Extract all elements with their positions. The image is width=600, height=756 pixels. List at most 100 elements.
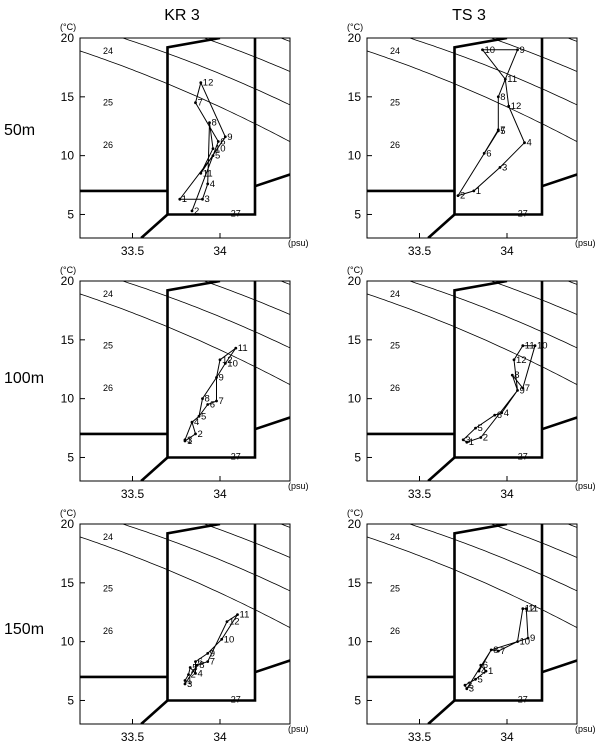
- density-contour-line: [80, 536, 290, 628]
- x-tick-label: 33.5: [408, 487, 432, 501]
- y-tick-label: 10: [348, 149, 362, 163]
- data-point-month-7: [496, 128, 500, 132]
- density-contour-line: [566, 524, 577, 528]
- panel-frame: [79, 523, 291, 725]
- column-title-kr3: KR 3: [164, 7, 200, 24]
- data-point-month-12: [521, 607, 525, 611]
- density-label: 26: [103, 626, 113, 636]
- density-label: 27: [231, 208, 241, 218]
- data-point-month-5: [197, 414, 201, 418]
- boundary-right-frame: [167, 281, 257, 459]
- data-point-month-7: [206, 660, 210, 663]
- boundary-left-upper: [453, 524, 508, 701]
- data-point-month-8: [496, 95, 500, 99]
- y-tick-label: 5: [354, 207, 361, 221]
- density-label: 25: [390, 98, 400, 108]
- data-point-label: 9: [219, 373, 224, 384]
- data-point-label: 10: [227, 358, 238, 369]
- data-point-label: 11: [238, 343, 248, 354]
- data-point-label: 10: [537, 341, 548, 352]
- data-point-month-9: [516, 48, 519, 52]
- data-point-label: 6: [483, 660, 488, 671]
- density-label: 27: [518, 694, 528, 704]
- panel-frame: [366, 523, 578, 725]
- boundary-lower-left: [427, 456, 456, 481]
- density-contour-line: [121, 524, 290, 592]
- x-axis-unit: (psu): [288, 724, 309, 734]
- y-axis-unit: (°C): [347, 508, 363, 518]
- density-contour-line: [80, 293, 290, 385]
- density-contour-line: [80, 50, 290, 142]
- x-axis-unit: (psu): [575, 238, 596, 248]
- data-point-label: 3: [205, 194, 210, 205]
- data-point-label: 2: [198, 429, 203, 440]
- data-point-month-1: [178, 197, 182, 201]
- y-tick-label: 10: [61, 149, 75, 163]
- x-tick-label: 33.5: [408, 244, 432, 258]
- y-tick-label: 5: [67, 450, 74, 464]
- data-point-month-7: [215, 399, 218, 403]
- data-point-month-8: [510, 373, 514, 377]
- data-point-label: 6: [198, 657, 203, 668]
- density-contour-line: [367, 448, 577, 501]
- data-point-month-9: [206, 652, 210, 655]
- y-tick-label: 5: [354, 450, 361, 464]
- data-point-month-3: [498, 166, 502, 169]
- y-axis-unit: (°C): [60, 22, 76, 32]
- data-point-month-10: [220, 637, 224, 641]
- data-point-label: 5: [201, 411, 206, 422]
- density-contour-line: [408, 524, 577, 592]
- density-contour-line: [490, 281, 577, 315]
- density-contour-line: [408, 281, 577, 349]
- density-label: 24: [390, 46, 400, 56]
- data-point-label: 7: [525, 383, 530, 394]
- data-point-label: 8: [500, 92, 505, 103]
- density-label: 24: [103, 532, 113, 542]
- water-mass-boundaries: [367, 281, 577, 481]
- boundary-lower-left: [140, 213, 169, 238]
- data-point-label: 8: [212, 118, 217, 129]
- x-axis-unit: (psu): [575, 724, 596, 734]
- data-point-label: 6: [220, 137, 225, 148]
- data-point-label: 10: [520, 637, 531, 648]
- data-point-month-7: [521, 386, 525, 390]
- density-contour-line: [80, 155, 290, 187]
- data-point-month-7: [194, 101, 197, 105]
- boundary-right-tail: [254, 173, 290, 188]
- data-point-month-5: [211, 154, 215, 158]
- density-contour-line: [566, 281, 577, 285]
- data-point-month-3: [465, 687, 469, 691]
- x-tick-label: 33.5: [121, 487, 145, 501]
- boundary-right-frame: [167, 524, 257, 702]
- data-point-month-6: [194, 660, 197, 663]
- x-tick-label: 34: [500, 244, 514, 258]
- data-point-label: 11: [240, 610, 250, 621]
- data-point-month-4: [206, 182, 210, 186]
- data-point-label: 2: [194, 206, 199, 217]
- y-axis-unit: (°C): [60, 508, 76, 518]
- panel-frame: [79, 280, 291, 482]
- data-point-label: 6: [486, 148, 491, 159]
- data-point-month-11: [521, 344, 525, 348]
- x-tick-label: 34: [213, 244, 227, 258]
- data-point-month-11: [524, 607, 528, 611]
- data-point-month-8: [195, 663, 199, 667]
- row-label-50m: 50m: [4, 122, 35, 139]
- boundary-lower-left: [140, 699, 169, 724]
- density-contour-line: [367, 205, 577, 258]
- boundary-left-upper: [453, 281, 508, 458]
- panel-frame: [366, 280, 578, 482]
- boundary-right-frame: [167, 38, 257, 216]
- data-point-label: 3: [187, 679, 192, 690]
- x-axis-unit: (psu): [288, 481, 309, 491]
- density-label: 26: [390, 140, 400, 150]
- x-tick-label: 34: [213, 487, 227, 501]
- density-label: 24: [103, 289, 113, 299]
- density-contour-line: [121, 281, 290, 349]
- data-point-label: 4: [504, 408, 509, 419]
